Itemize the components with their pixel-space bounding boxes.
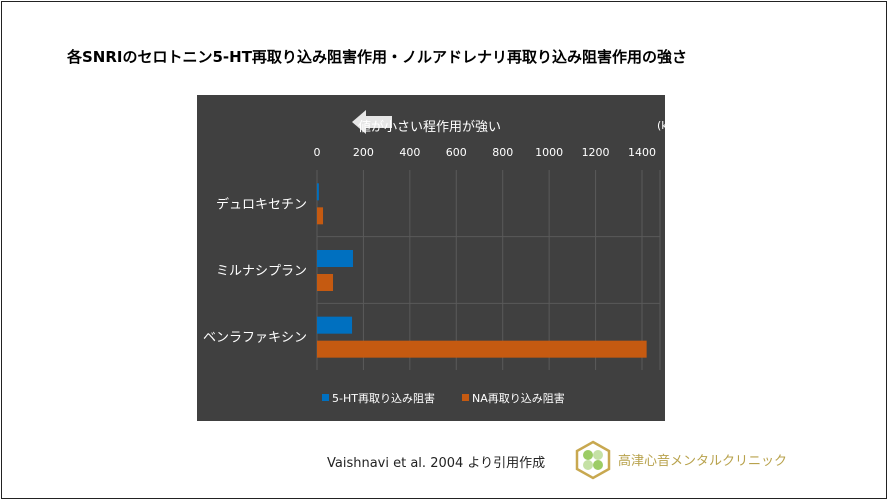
legend-swatch [322,394,329,401]
x-tick-label: 400 [399,146,420,159]
x-tick-label: 1200 [582,146,610,159]
bar-na [317,274,334,291]
clinic-logo-icon [575,440,611,480]
source-citation: Vaishnavi et al. 2004 より引用作成 [327,456,546,471]
slide-title: 各SNRIのセロトニン5-HT再取り込み阻害作用・ノルアドレナリ再取り込み阻害作… [67,48,687,66]
x-tick-label: 800 [492,146,513,159]
x-tick-label: 0 [314,146,321,159]
bar-na [317,207,324,225]
clinic-name: 高津心音メンタルクリニック [618,454,788,469]
chart-annotation: 値が小さい程作用が強い [358,120,502,135]
bar-na [317,340,647,358]
x-tick-label: 200 [353,146,374,159]
category-label: ミルナシプラン [216,264,307,279]
chart-area: (ki) 0 200 400 600 800 1000 1200 1400 デュロキセチン ミルナ… [197,95,675,421]
legend-label: NA再取り込み阻害 [472,391,565,405]
x-tick-label: 600 [446,146,467,159]
x-tick-label: 1000 [535,146,563,159]
x-tick-label: 1400 [628,146,656,159]
left-arrow-icon [352,110,392,134]
bar-5ht [317,250,353,267]
bar-5ht [317,316,353,334]
legend-swatch [462,394,469,401]
bar-chart: 0 200 400 600 800 1000 1200 1400 デュロキセチンミルナシプランベ… [203,146,661,405]
unit-label: (ki) [657,119,676,132]
category-label: ベンラファキシン [203,331,307,346]
legend-label: 5-HT再取り込み阻害 [332,391,435,405]
bar-5ht [317,183,319,201]
category-label: デュロキセチン [216,196,307,212]
